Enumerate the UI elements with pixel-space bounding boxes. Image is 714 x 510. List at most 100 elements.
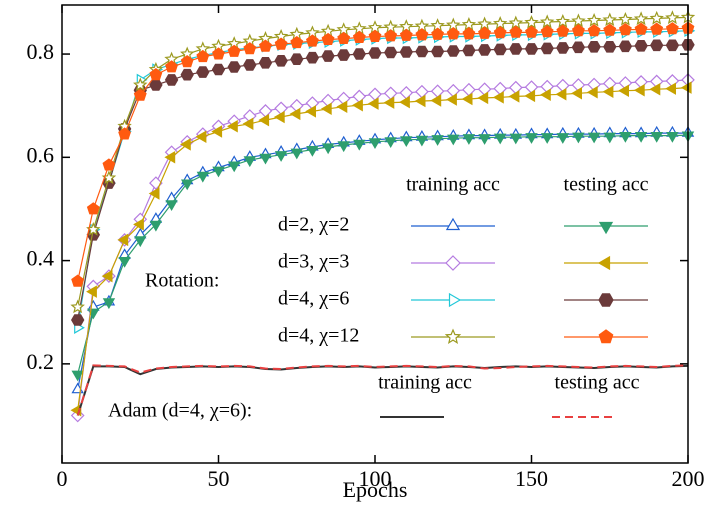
x-tick-label: 0 [57, 466, 68, 491]
marker [556, 24, 570, 37]
marker [665, 10, 680, 25]
marker [477, 44, 492, 56]
marker [118, 127, 132, 140]
marker [289, 107, 301, 121]
marker [196, 171, 210, 183]
marker [149, 220, 163, 232]
marker [165, 200, 178, 212]
marker [525, 25, 538, 38]
marker [321, 32, 335, 46]
marker [447, 134, 460, 146]
marker [571, 87, 583, 100]
marker [399, 85, 414, 100]
legend-label: d=4, χ=6 [278, 288, 349, 310]
marker [603, 40, 617, 53]
marker [133, 218, 144, 231]
marker [102, 158, 116, 171]
series [70, 9, 696, 314]
marker [587, 132, 601, 144]
series [71, 21, 695, 287]
marker [555, 13, 570, 28]
marker [274, 54, 288, 67]
marker [384, 29, 398, 42]
marker [649, 82, 661, 96]
plot-frame [61, 4, 689, 464]
marker [462, 134, 476, 145]
marker [118, 257, 131, 268]
y-tick-label: 0.4 [27, 246, 55, 271]
marker [367, 97, 379, 110]
marker [603, 23, 617, 36]
marker [650, 39, 664, 52]
marker [493, 26, 507, 39]
marker [70, 299, 85, 314]
y-tick-label: 0.2 [27, 349, 55, 374]
legend-label: Adam (d=4, χ=6): [108, 400, 252, 422]
marker [571, 13, 586, 28]
marker [227, 120, 238, 133]
marker [274, 151, 288, 162]
marker [618, 23, 632, 36]
marker [445, 217, 461, 231]
legend-header: training acc [378, 372, 472, 394]
marker [71, 314, 85, 326]
marker [211, 63, 226, 76]
legend-label: d=2, χ=2 [278, 214, 349, 236]
marker [555, 88, 567, 101]
marker [352, 89, 367, 104]
marker [148, 187, 160, 200]
marker [665, 39, 680, 52]
marker [290, 148, 303, 160]
marker [258, 104, 273, 118]
marker [149, 67, 163, 81]
marker [556, 133, 570, 144]
line [77, 87, 689, 411]
marker [431, 135, 444, 146]
marker [571, 41, 586, 54]
marker [540, 133, 554, 144]
marker [493, 81, 508, 96]
marker [290, 53, 304, 66]
marker [539, 14, 555, 29]
marker [368, 29, 382, 43]
marker [227, 61, 241, 73]
marker [540, 88, 551, 102]
marker [212, 166, 225, 178]
marker [462, 44, 476, 57]
marker [71, 274, 85, 287]
marker [509, 133, 523, 145]
marker [101, 269, 113, 283]
marker [243, 156, 257, 168]
marker [306, 146, 319, 157]
marker [321, 50, 335, 62]
marker [212, 47, 225, 60]
marker [352, 30, 366, 44]
marker [509, 25, 523, 38]
marker [227, 161, 241, 173]
marker [86, 202, 100, 215]
marker [415, 135, 429, 147]
marker [478, 26, 492, 39]
marker [649, 10, 664, 25]
marker [598, 221, 614, 235]
marker [414, 94, 426, 108]
marker [400, 136, 413, 147]
marker [602, 12, 618, 27]
line [77, 79, 689, 416]
marker [493, 91, 504, 104]
marker [461, 92, 473, 106]
marker [586, 12, 602, 27]
marker [508, 90, 520, 103]
marker [477, 82, 492, 97]
marker [305, 105, 316, 118]
marker [493, 43, 507, 56]
marker [164, 74, 179, 86]
marker [196, 49, 210, 63]
marker [540, 42, 554, 55]
marker [633, 83, 645, 97]
marker [524, 80, 539, 94]
marker [273, 110, 285, 124]
marker [598, 293, 614, 307]
